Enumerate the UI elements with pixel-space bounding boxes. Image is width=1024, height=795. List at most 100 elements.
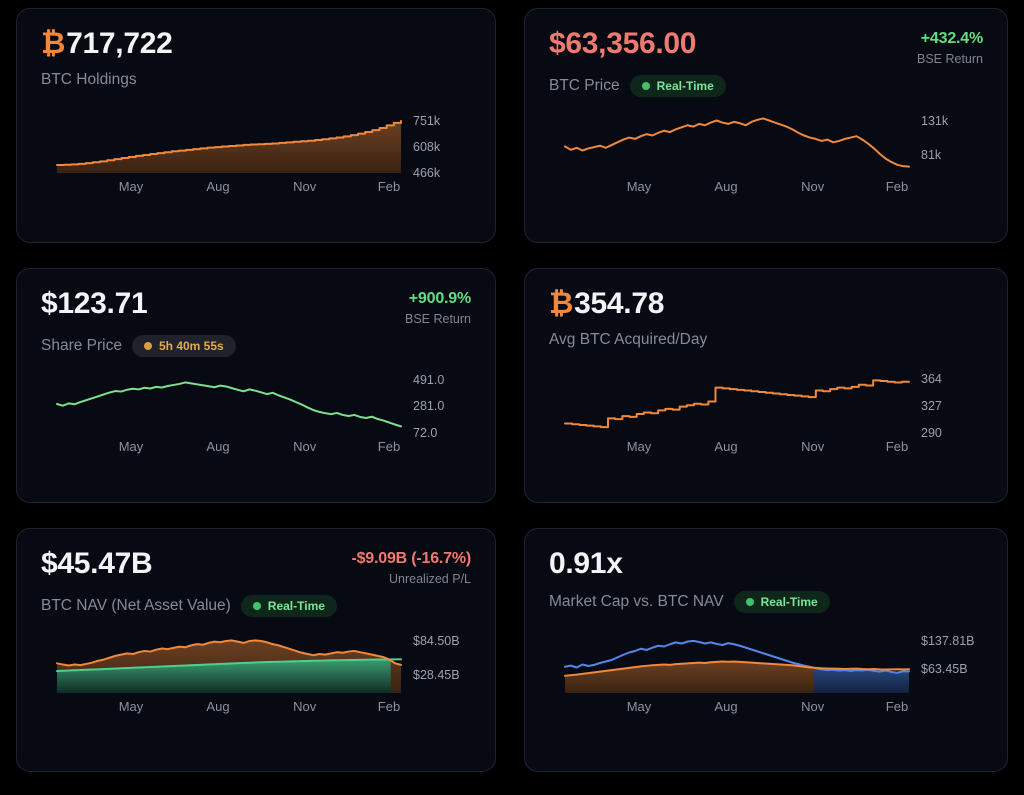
- badge-label: Real-Time: [267, 599, 325, 613]
- chart-svg: [564, 117, 910, 168]
- card-subtitle-row: BTC NAV (Net Asset Value) Real-Time: [41, 595, 471, 617]
- chart-svg: [56, 639, 402, 693]
- x-tick-label: Feb: [885, 439, 909, 454]
- metric-value: ₿717,722: [41, 26, 173, 62]
- y-axis: 131k 81k: [921, 113, 983, 173]
- y-tick-label: 327: [921, 398, 942, 413]
- metric-label: Market Cap vs. BTC NAV: [549, 592, 724, 610]
- y-tick-label: $63.45B: [921, 662, 968, 677]
- y-axis: $137.81B $63.45B: [921, 633, 983, 693]
- y-tick-label: 751k: [413, 114, 441, 128]
- x-tick-label: May: [626, 179, 652, 194]
- realtime-badge: Real-Time: [733, 590, 830, 613]
- x-tick-label: Nov: [293, 179, 317, 194]
- x-tick-label: Aug: [714, 439, 738, 454]
- x-tick-label: Nov: [801, 699, 825, 714]
- metric-label: BTC NAV (Net Asset Value): [41, 597, 231, 614]
- x-tick-label: Aug: [714, 699, 738, 714]
- btc-nav-chart[interactable]: $84.50B $28.45B May Aug Nov Feb: [41, 633, 471, 717]
- x-tick-label: May: [626, 699, 652, 714]
- chart-svg: [56, 381, 402, 428]
- btc-holdings-chart[interactable]: 751k 608k 466k May Aug Nov Feb: [41, 113, 471, 197]
- metric-label: BTC Price: [549, 77, 620, 94]
- x-tick-label: Aug: [206, 699, 230, 714]
- x-tick-label: May: [118, 699, 144, 714]
- card-header: $123.71 +900.9% BSE Return: [41, 287, 471, 326]
- y-tick-label: 281.0: [413, 399, 445, 414]
- y-tick-label: 364: [921, 371, 942, 386]
- realtime-badge: Real-Time: [629, 75, 726, 97]
- return-value: +432.4%: [920, 30, 983, 47]
- x-tick-label: Feb: [377, 699, 401, 714]
- x-axis: May Aug Nov Feb: [549, 699, 983, 717]
- y-axis: $84.50B $28.45B: [413, 633, 471, 693]
- x-tick-label: Nov: [801, 179, 825, 194]
- countdown-badge: 5h 40m 55s: [131, 335, 236, 357]
- live-dot-icon: [745, 597, 754, 606]
- chart-svg: [564, 639, 910, 693]
- bitcoin-icon: ₿: [549, 286, 574, 321]
- badge-label: Real-Time: [656, 79, 714, 93]
- x-tick-label: Feb: [885, 699, 909, 714]
- btc-price-chart[interactable]: 131k 81k May Aug Nov Feb: [549, 113, 983, 197]
- return-label: BSE Return: [404, 312, 471, 326]
- y-axis: 751k 608k 466k: [413, 113, 471, 180]
- x-axis: May Aug Nov Feb: [41, 179, 471, 197]
- card-subtitle-row: BTC Holdings: [41, 71, 471, 89]
- card-header: ₿717,722: [41, 26, 471, 62]
- metric-label: Share Price: [41, 337, 122, 354]
- metric-label: BTC Holdings: [41, 70, 137, 88]
- y-tick-label: 81k: [921, 147, 942, 162]
- return-block: -$9.09B (-16.7%) Unrealized P/L: [351, 547, 471, 586]
- y-axis: 491.0 281.0 72.0: [413, 373, 471, 440]
- metric-value-text: $45.47B: [41, 547, 153, 580]
- y-tick-label: 608k: [413, 140, 441, 155]
- x-tick-label: Aug: [714, 179, 738, 194]
- return-value: +900.9%: [408, 290, 471, 307]
- metric-value-text: 717,722: [66, 27, 173, 60]
- card-subtitle-row: BTC Price Real-Time: [549, 75, 983, 97]
- x-tick-label: Nov: [293, 699, 317, 714]
- card-avg-btc-acquired: ₿354.78 Avg BTC Acquired/Day 364 327 290 Ma…: [524, 268, 1008, 503]
- return-label: BSE Return: [916, 52, 983, 66]
- metric-value-text: $123.71: [41, 287, 148, 320]
- return-value: -$9.09B (-16.7%): [351, 550, 471, 567]
- x-tick-label: Feb: [885, 179, 909, 194]
- x-axis: May Aug Nov Feb: [41, 439, 471, 457]
- x-tick-label: Nov: [801, 439, 825, 454]
- metric-value: ₿354.78: [549, 286, 664, 322]
- badge-label: Real-Time: [760, 594, 818, 609]
- card-header: ₿354.78: [549, 286, 983, 322]
- card-share-price: $123.71 +900.9% BSE Return Share Price 5…: [16, 268, 496, 503]
- realtime-badge: Real-Time: [240, 595, 337, 617]
- avg-btc-acquired-chart[interactable]: 364 327 290 May Aug Nov Feb: [549, 371, 983, 457]
- card-subtitle-row: Share Price 5h 40m 55s: [41, 335, 471, 357]
- card-header: 0.91x: [549, 547, 983, 582]
- x-tick-label: Aug: [206, 179, 230, 194]
- card-header: $63,356.00 +432.4% BSE Return: [549, 27, 983, 66]
- return-block: +432.4% BSE Return: [917, 27, 983, 66]
- y-tick-label: $84.50B: [413, 633, 460, 648]
- x-tick-label: Aug: [206, 439, 230, 454]
- metric-value-text: $63,356.00: [549, 27, 697, 60]
- mcap-vs-nav-chart[interactable]: $137.81B $63.45B May Aug Nov Feb: [549, 633, 983, 717]
- y-tick-label: 466k: [413, 166, 441, 180]
- share-price-chart[interactable]: 491.0 281.0 72.0 May Aug Nov Feb: [41, 373, 471, 457]
- metric-value: 0.91x: [549, 547, 623, 582]
- card-btc-price: $63,356.00 +432.4% BSE Return BTC Price …: [524, 8, 1008, 243]
- live-dot-icon: [641, 82, 650, 90]
- card-mcap-vs-nav: 0.91x Market Cap vs. BTC NAV Real-Time $…: [524, 528, 1008, 772]
- card-btc-nav: $45.47B -$9.09B (-16.7%) Unrealized P/L …: [16, 528, 496, 772]
- card-header: $45.47B -$9.09B (-16.7%) Unrealized P/L: [41, 547, 471, 586]
- chart-svg: [56, 120, 402, 173]
- return-label: Unrealized P/L: [389, 572, 471, 586]
- metric-value: $63,356.00: [549, 27, 696, 62]
- x-axis: May Aug Nov Feb: [41, 699, 471, 717]
- y-tick-label: 290: [921, 426, 942, 440]
- x-tick-label: May: [118, 439, 144, 454]
- x-tick-label: May: [118, 179, 144, 194]
- y-tick-label: 72.0: [413, 426, 438, 440]
- metric-value: $123.71: [41, 287, 148, 322]
- chart-svg: [564, 379, 910, 429]
